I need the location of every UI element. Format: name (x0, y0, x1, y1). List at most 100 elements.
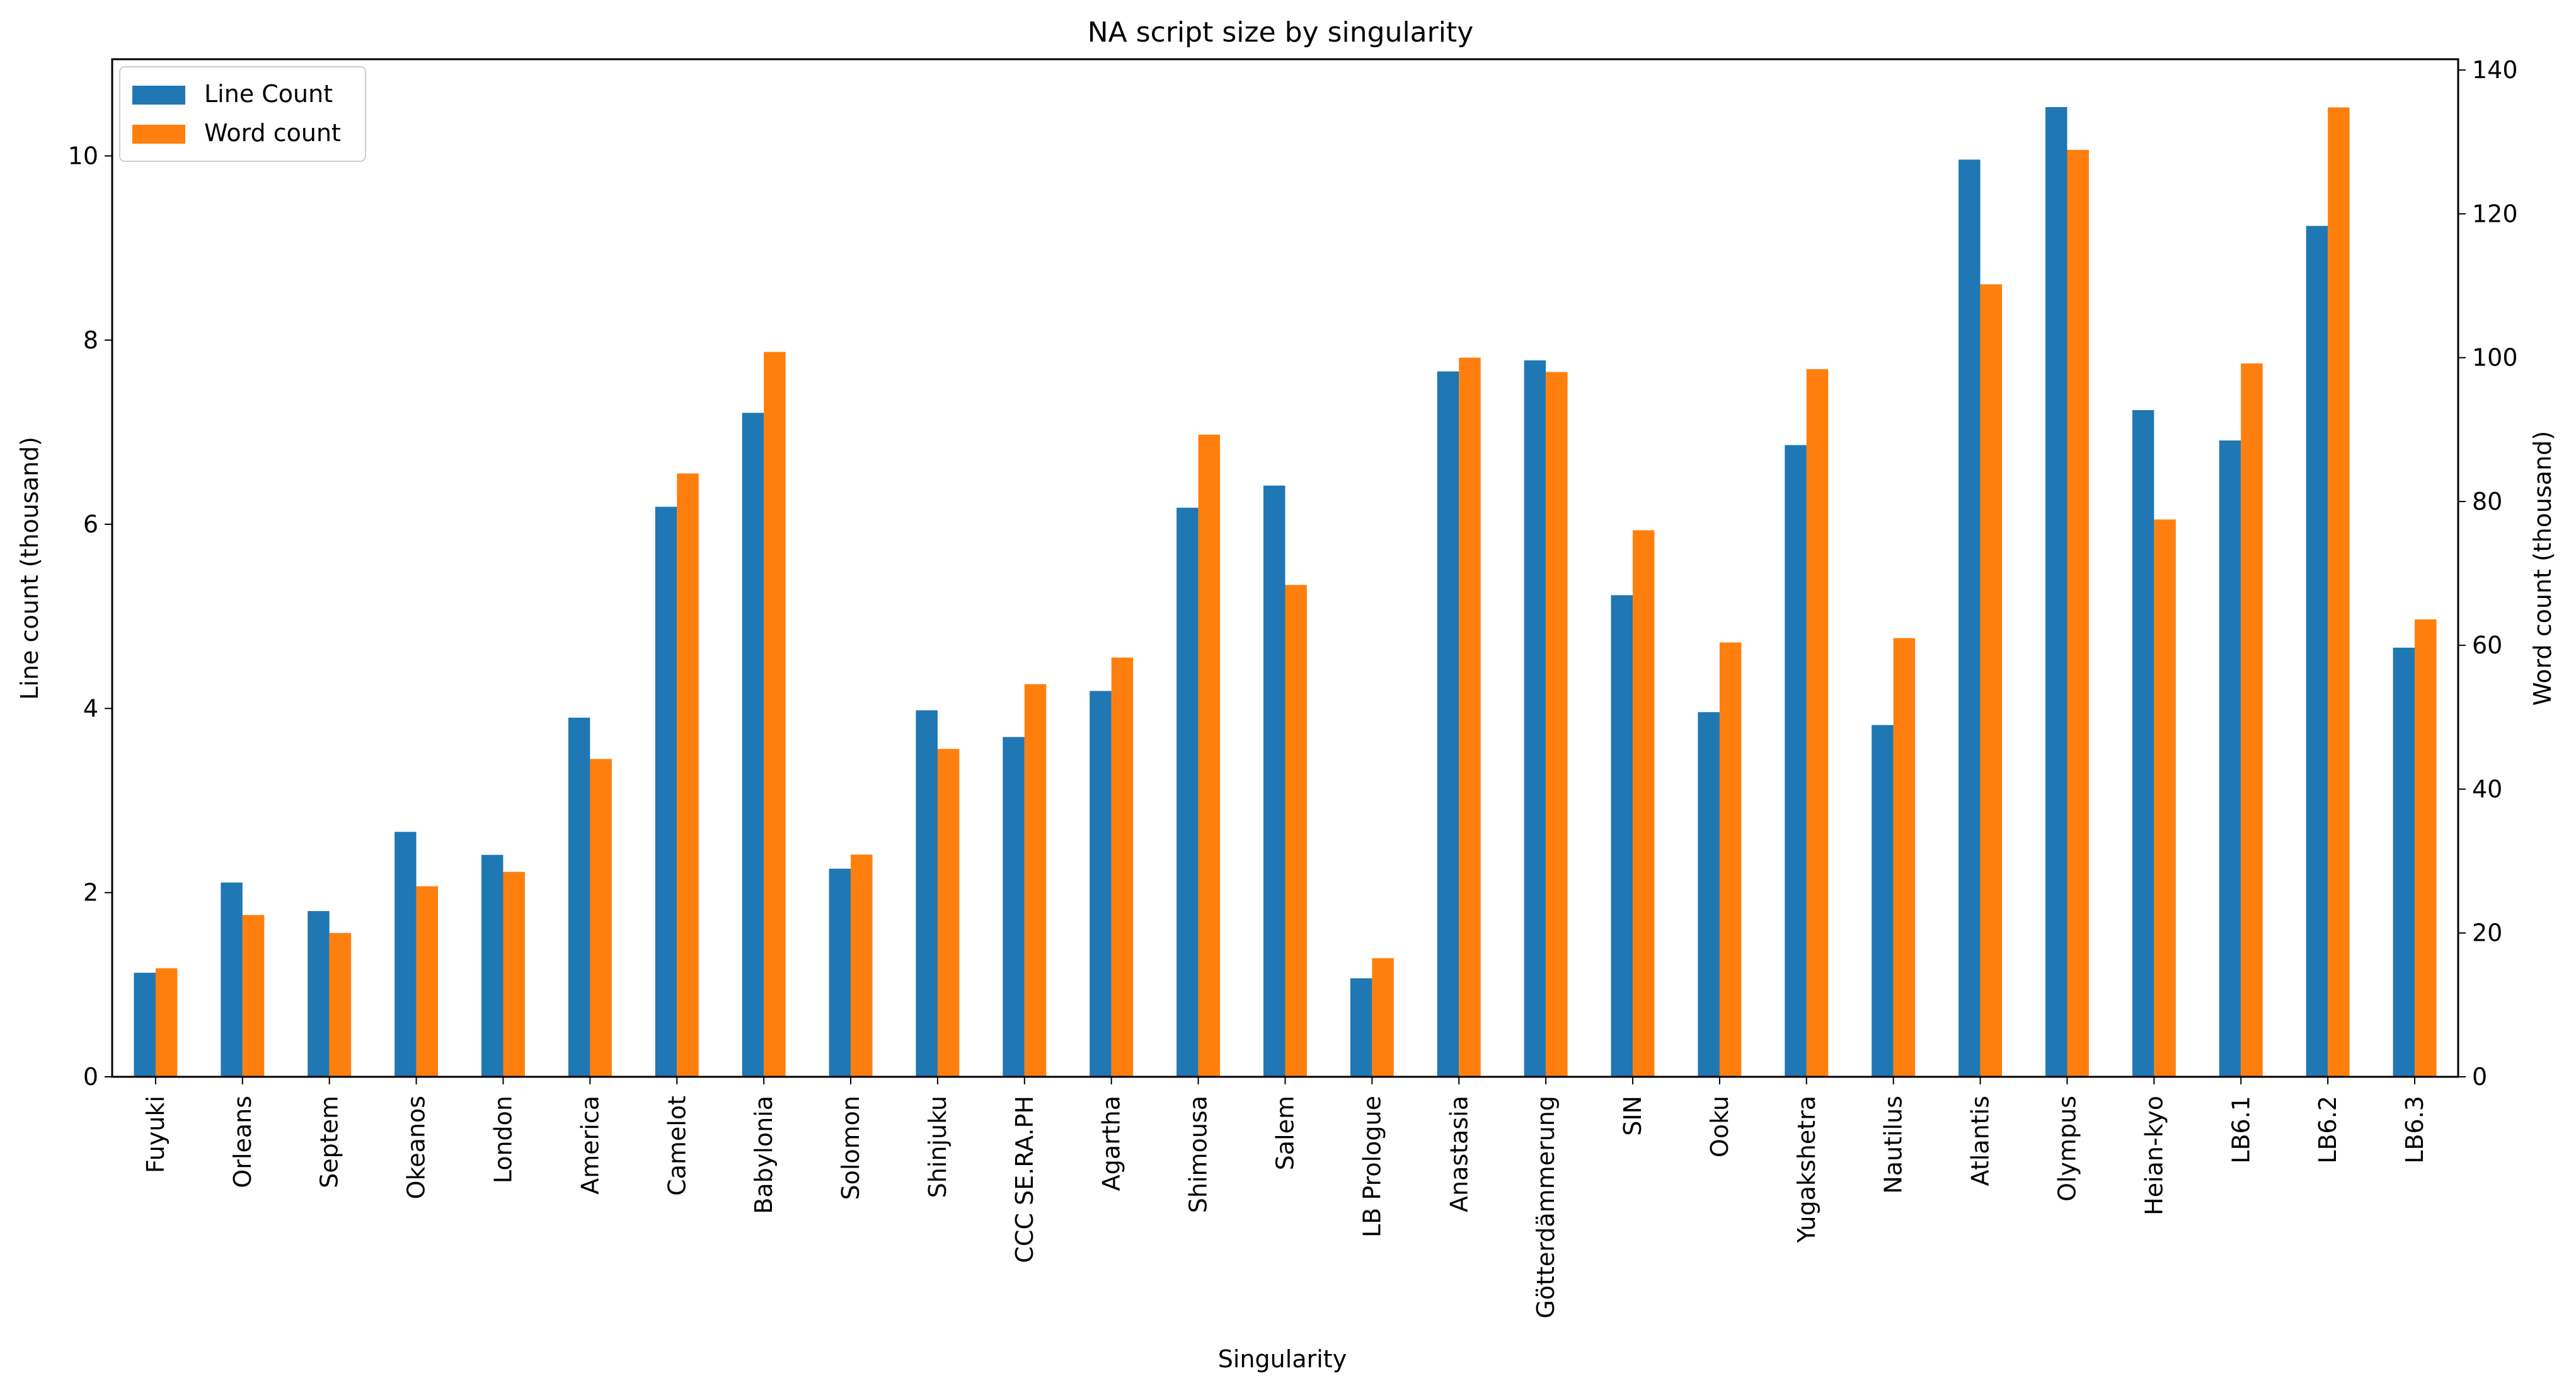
bars-group (134, 107, 2437, 1077)
bar-line-count-okeanos (394, 832, 417, 1077)
x-tick-label-camelot: Camelot (663, 1096, 691, 1196)
bar-word-count-nautilus (1893, 638, 1916, 1077)
bar-word-count-salem (1285, 585, 1307, 1077)
legend-label-word-count: Word count (204, 119, 341, 147)
bar-line-count-atlantis (1958, 159, 1981, 1077)
bar-word-count-orleans (242, 915, 265, 1077)
bar-word-count-camelot (677, 473, 699, 1077)
bar-word-count-fuyuki (155, 968, 178, 1077)
bar-line-count-anastasia (1437, 371, 1459, 1077)
bar-word-count-shimousa (1198, 434, 1221, 1077)
x-tick-label-ccc-se-ra-ph: CCC SE.RA.PH (1011, 1096, 1038, 1263)
x-tick-label-ooku: Ooku (1706, 1096, 1734, 1157)
bar-word-count-america (590, 759, 612, 1077)
y-tick-label: 0 (83, 1063, 98, 1091)
bar-word-count-lb-prologue (1372, 958, 1394, 1077)
legend-swatch-word-count (132, 125, 185, 144)
legend-swatch-line-count (132, 86, 185, 105)
y-tick-label: 2 (83, 879, 98, 907)
bar-line-count-septem (308, 910, 330, 1077)
x-axis: Fuyuki Orleans Septem Okeanos London America C… (142, 1077, 2429, 1319)
x-tick-label-heian-kyo: Heian-kyo (2140, 1096, 2168, 1215)
bar-word-count-sin (1633, 530, 1655, 1077)
bar-word-count-babylonia (764, 352, 786, 1077)
x-tick-label-london: London (490, 1096, 517, 1183)
bar-word-count-lb6-2 (2328, 107, 2350, 1077)
bar-word-count-gotterdammerung (1546, 372, 1568, 1077)
bar-word-count-septem (329, 933, 352, 1077)
y2-tick-label: 80 (2472, 488, 2502, 515)
y2-tick-label: 140 (2472, 56, 2518, 84)
y-tick-label: 4 (83, 694, 98, 722)
x-tick-label-fuyuki: Fuyuki (142, 1096, 170, 1173)
bar-line-count-shimousa (1176, 507, 1199, 1077)
y2-tick-label: 40 (2472, 775, 2502, 803)
bar-line-count-london (481, 854, 503, 1077)
legend-label-line-count: Line Count (204, 80, 333, 108)
bar-line-count-agartha (1090, 691, 1112, 1077)
x-tick-label-nautilus: Nautilus (1880, 1096, 1907, 1194)
x-tick-label-anastasia: Anastasia (1445, 1096, 1473, 1212)
y2-tick-label: 120 (2472, 200, 2518, 227)
bar-line-count-shinjuku (916, 710, 938, 1077)
y2-tick-label: 20 (2472, 919, 2502, 947)
legend: Line Count Word count (119, 66, 366, 162)
bar-line-count-nautilus (1872, 725, 1894, 1077)
x-tick-label-orleans: Orleans (229, 1096, 256, 1188)
x-tick-label-sin: SIN (1619, 1096, 1647, 1136)
x-axis-label: Singularity (1218, 1345, 1347, 1373)
right-y-axis: 0 20 40 60 80 100 120 140 (2458, 56, 2518, 1091)
y2-axis-label: Word count (thousand) (2529, 431, 2556, 706)
bar-word-count-shinjuku (937, 749, 960, 1077)
bar-word-count-ccc-se-ra-ph (1024, 684, 1047, 1077)
plot-frame (111, 58, 2459, 1078)
bar-line-count-olympus (2045, 107, 2067, 1077)
bar-line-count-camelot (655, 507, 677, 1077)
x-tick-label-babylonia: Babylonia (750, 1096, 778, 1214)
bar-line-count-lb6-2 (2306, 226, 2328, 1077)
x-tick-label-lb-prologue: LB Prologue (1358, 1096, 1386, 1237)
bar-line-count-lb-prologue (1350, 978, 1372, 1077)
x-tick-label-shimousa: Shimousa (1185, 1096, 1212, 1213)
bar-line-count-ooku (1698, 712, 1720, 1077)
bar-line-count-lb6-1 (2219, 440, 2241, 1077)
x-tick-label-lb6-3: LB6.3 (2401, 1096, 2429, 1164)
bar-word-count-lb6-3 (2415, 619, 2437, 1077)
x-tick-label-agartha: Agartha (1098, 1096, 1125, 1191)
y-axis-label: Line count (thousand) (16, 437, 43, 700)
y2-tick-label: 100 (2472, 344, 2518, 372)
bar-word-count-atlantis (1980, 284, 2003, 1077)
bar-line-count-gotterdammerung (1524, 360, 1546, 1077)
x-tick-label-lb6-1: LB6.1 (2227, 1096, 2255, 1164)
left-y-axis: 0 2 4 6 8 10 (68, 142, 112, 1091)
bar-line-count-salem (1263, 485, 1285, 1077)
bar-word-count-okeanos (416, 886, 439, 1077)
chart-title: NA script size by singularity (1088, 16, 1474, 49)
bar-word-count-agartha (1111, 657, 1134, 1077)
bar-line-count-heian-kyo (2132, 410, 2154, 1077)
bar-word-count-london (503, 871, 525, 1077)
bar-line-count-orleans (221, 882, 243, 1077)
bar-word-count-lb6-1 (2241, 363, 2263, 1077)
bar-line-count-fuyuki (134, 972, 156, 1077)
bar-line-count-lb6-3 (2393, 647, 2415, 1077)
x-tick-label-septem: Septem (316, 1096, 343, 1188)
bar-line-count-america (568, 718, 590, 1077)
bar-word-count-olympus (2067, 149, 2089, 1077)
y2-tick-label: 60 (2472, 631, 2502, 659)
bar-word-count-yugakshetra (1806, 369, 1829, 1077)
x-tick-label-atlantis: Atlantis (1967, 1096, 1994, 1186)
bar-line-count-yugakshetra (1785, 445, 1807, 1077)
x-tick-label-solomon: Solomon (837, 1096, 865, 1200)
bar-line-count-ccc-se-ra-ph (1003, 737, 1025, 1077)
bar-line-count-solomon (829, 868, 851, 1077)
x-tick-label-olympus: Olympus (2054, 1096, 2081, 1202)
y2-tick-label: 0 (2472, 1063, 2487, 1091)
x-tick-label-gotterdammerung: Götterdämmerung (1532, 1096, 1560, 1319)
y-tick-label: 6 (83, 510, 98, 538)
y-tick-label: 10 (68, 142, 98, 169)
x-tick-label-lb6-2: LB6.2 (2314, 1096, 2342, 1164)
x-tick-label-america: America (576, 1096, 604, 1195)
x-tick-label-okeanos: Okeanos (403, 1096, 430, 1199)
